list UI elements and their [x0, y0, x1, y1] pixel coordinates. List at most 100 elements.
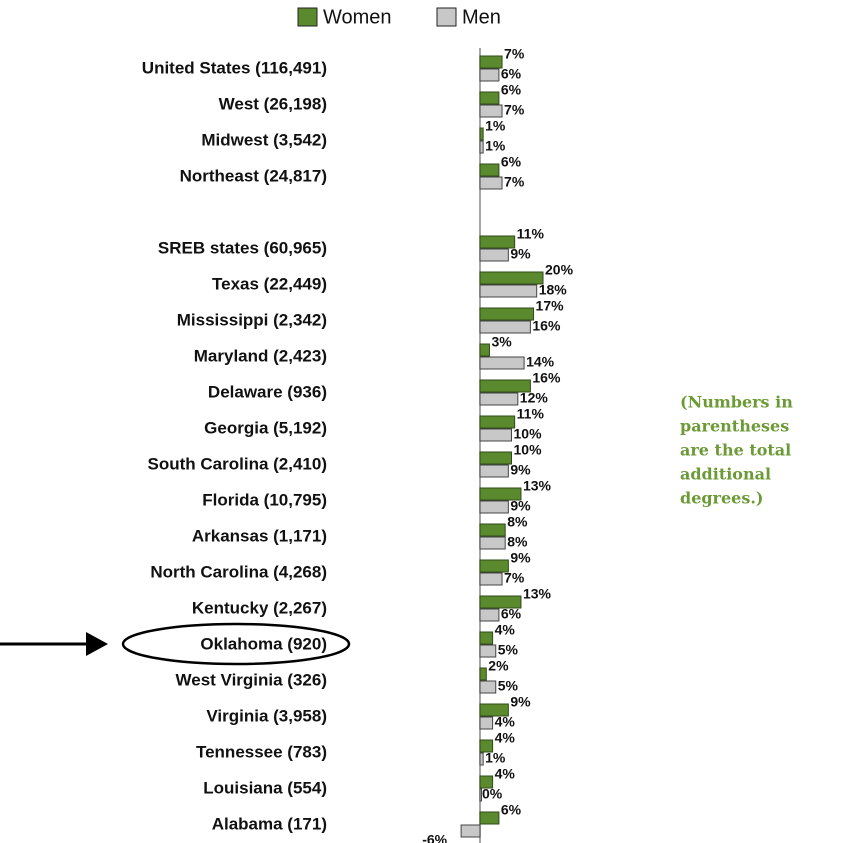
value-label: 17% — [536, 298, 565, 314]
value-label: 9% — [510, 462, 531, 478]
bar — [479, 788, 482, 802]
category-label: Tennessee (783) — [196, 742, 327, 761]
value-label: 1% — [485, 118, 506, 134]
bar — [479, 739, 494, 753]
legend-swatch — [436, 7, 457, 27]
bar — [479, 356, 525, 370]
value-label: 9% — [510, 550, 531, 566]
bar — [479, 104, 503, 118]
bar — [479, 284, 538, 298]
value-label: 18% — [539, 282, 568, 298]
value-label: 4% — [495, 730, 516, 746]
value-label: 4% — [495, 714, 516, 730]
bar — [479, 392, 519, 406]
bar — [479, 55, 503, 69]
value-label: 2% — [488, 658, 509, 674]
category-label: West (26,198) — [219, 94, 327, 113]
bar — [479, 572, 503, 586]
value-label: 6% — [501, 82, 522, 98]
value-label: 11% — [517, 226, 545, 242]
bar — [479, 716, 494, 730]
category-label: Texas (22,449) — [212, 274, 327, 293]
value-label: 10% — [514, 426, 543, 442]
annotation: (Numbers in — [680, 393, 793, 412]
bar — [479, 608, 500, 622]
highlight-ellipse — [121, 622, 351, 666]
annotation: additional — [680, 465, 771, 484]
bar — [479, 703, 509, 717]
category-label: Northeast (24,817) — [180, 166, 327, 185]
category-label: Oklahoma (920) — [200, 634, 327, 653]
bar — [479, 68, 500, 82]
value-label: 6% — [501, 802, 522, 818]
bar — [479, 415, 516, 429]
value-label: 13% — [523, 478, 552, 494]
value-label: 20% — [545, 262, 574, 278]
bar — [479, 163, 500, 177]
bar — [460, 824, 481, 838]
bar — [479, 271, 544, 285]
value-label: 5% — [498, 678, 519, 694]
value-label: 6% — [501, 66, 522, 82]
category-label: Maryland (2,423) — [194, 346, 327, 365]
value-label: 8% — [507, 534, 528, 550]
value-label: 9% — [510, 246, 531, 262]
category-label: Louisiana (554) — [203, 778, 327, 797]
category-label: South Carolina (2,410) — [148, 454, 327, 473]
bar — [479, 140, 484, 154]
bar — [479, 752, 484, 766]
bar — [479, 91, 500, 105]
bar — [479, 595, 522, 609]
legend-label: Men — [462, 6, 501, 28]
value-label: 6% — [501, 606, 522, 622]
category-label: North Carolina (4,268) — [150, 562, 327, 581]
category-label: Georgia (5,192) — [204, 418, 327, 437]
annotation: degrees.) — [680, 489, 764, 508]
category-label: Kentucky (2,267) — [192, 598, 327, 617]
category-label: Arkansas (1,171) — [192, 526, 327, 545]
category-label: Midwest (3,542) — [201, 130, 327, 149]
bar — [479, 176, 503, 190]
bar — [479, 775, 494, 789]
value-label: 0% — [482, 786, 503, 802]
value-label: 1% — [485, 138, 506, 154]
value-label: 7% — [504, 570, 525, 586]
value-label: -6% — [422, 832, 447, 843]
value-label: 13% — [523, 586, 552, 602]
bar — [479, 487, 522, 501]
category-label: Mississippi (2,342) — [177, 310, 327, 329]
category-label: Virginia (3,958) — [206, 706, 327, 725]
value-label: 1% — [485, 750, 506, 766]
bar — [479, 307, 535, 321]
category-label: United States (116,491) — [142, 58, 327, 77]
value-label: 7% — [504, 174, 525, 190]
legend-label: Women — [323, 6, 392, 28]
bar — [479, 644, 497, 658]
value-label: 8% — [507, 514, 528, 530]
bar — [479, 248, 509, 262]
bar — [479, 127, 484, 141]
value-label: 10% — [514, 442, 543, 458]
value-label: 5% — [498, 642, 519, 658]
value-label: 4% — [495, 622, 516, 638]
bar — [479, 320, 531, 334]
bar — [479, 536, 506, 550]
bar — [479, 464, 509, 478]
bar — [479, 343, 490, 357]
category-label: SREB states (60,965) — [158, 238, 327, 257]
bar — [479, 667, 487, 681]
category-label: Florida (10,795) — [202, 490, 327, 509]
bar — [479, 428, 512, 442]
value-label: 14% — [526, 354, 555, 370]
value-label: 11% — [517, 406, 545, 422]
bar — [479, 500, 509, 514]
bar — [479, 680, 497, 694]
value-label: 16% — [532, 370, 561, 386]
bar — [479, 451, 512, 465]
annotation: parentheses — [680, 417, 789, 436]
value-label: 4% — [495, 766, 516, 782]
value-label: 7% — [504, 102, 525, 118]
value-label: 9% — [510, 694, 531, 710]
bar — [479, 523, 506, 537]
